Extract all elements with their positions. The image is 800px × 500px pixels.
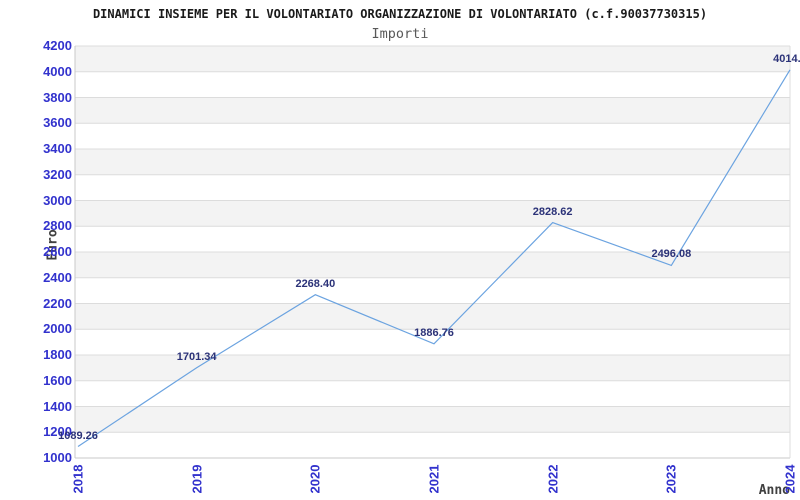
data-point-label: 1701.34 <box>176 350 217 363</box>
plot-band <box>75 380 790 407</box>
data-point-label: 2268.40 <box>295 277 336 290</box>
y-tick-label: 1400 <box>43 398 72 414</box>
plot-band <box>75 200 790 227</box>
plot-band <box>75 432 790 458</box>
data-point-label: 2828.62 <box>532 205 573 218</box>
y-tick-label: 4000 <box>43 63 72 79</box>
y-tick-label: 3200 <box>43 166 72 182</box>
x-axis-title: Anno <box>758 483 790 498</box>
y-tick-label: 1000 <box>43 450 72 465</box>
chart-title: DINAMICI INSIEME PER IL VOLONTARIATO ORG… <box>92 7 708 21</box>
y-tick-label: 3600 <box>43 115 72 131</box>
y-tick-label: 1600 <box>43 372 72 388</box>
plot-band <box>75 174 790 201</box>
y-tick-label: 1800 <box>43 347 72 362</box>
y-tick-label: 2400 <box>43 269 72 285</box>
plot-band <box>75 46 790 72</box>
data-point-label: 1886.76 <box>414 326 454 339</box>
plot-band <box>75 71 790 98</box>
plot-band <box>75 303 790 330</box>
plot-band <box>75 329 790 355</box>
plot-band <box>75 97 790 124</box>
plot-band <box>75 406 790 433</box>
y-tick-label: 2600 <box>43 244 72 259</box>
y-tick-label: 3800 <box>43 89 72 105</box>
y-tick-label: 4200 <box>43 38 72 53</box>
y-tick-label: 3000 <box>43 192 72 208</box>
x-tick-label: 2024 <box>782 464 798 494</box>
chart-subtitle: Importi <box>371 26 429 42</box>
y-tick-label: 2800 <box>43 218 72 234</box>
x-tick-label: 2018 <box>70 464 86 494</box>
data-point-label: 2496.08 <box>651 248 692 261</box>
y-tick-label: 1200 <box>43 424 72 440</box>
data-point-label: 1089.26 <box>58 429 98 442</box>
plot-band <box>75 277 790 304</box>
x-tick-label: 2023 <box>663 464 679 494</box>
series-line <box>77 69 791 448</box>
x-tick-label: 2022 <box>545 464 561 494</box>
plot-band <box>75 355 790 381</box>
data-point-label: 4014.6 <box>773 52 800 65</box>
y-tick-label: 3400 <box>43 141 72 156</box>
x-tick-label: 2020 <box>307 464 323 494</box>
plot-band <box>75 226 790 252</box>
plot-band <box>75 123 790 149</box>
plot-band <box>75 149 790 175</box>
x-tick-label: 2019 <box>189 464 205 494</box>
x-tick-label: 2021 <box>426 464 442 494</box>
y-tick-label: 2200 <box>43 295 72 311</box>
y-tick-label: 2000 <box>43 321 72 337</box>
